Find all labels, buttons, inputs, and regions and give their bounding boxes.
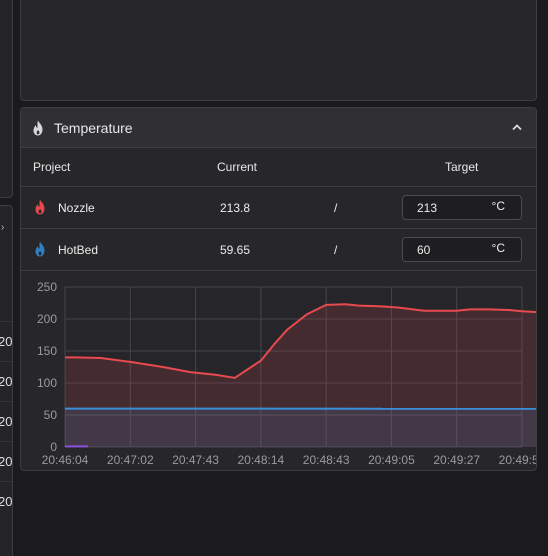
target-temperature-input[interactable]: [403, 238, 483, 261]
temperature-chart: 0 50 100 150 200 250 20:46:04 20:47:02 20:47:43 2…: [21, 273, 537, 470]
list-item: 20: [0, 481, 13, 521]
left-panel-top: [0, 0, 13, 198]
flame-icon: [35, 199, 45, 215]
list-item-label: 20: [0, 494, 13, 509]
x-tick-label: 20:49:27: [433, 453, 480, 467]
list-item: 20: [0, 321, 13, 361]
temperature-panel-header[interactable]: Temperature: [21, 108, 536, 148]
list-item-label: 20: [0, 454, 13, 469]
target-temperature-field[interactable]: °C: [402, 195, 522, 220]
nozzle-series-line: [65, 303, 536, 379]
nozzle-series-area: [65, 304, 536, 447]
x-tick-label: 20:49:52: [499, 453, 537, 467]
chevron-up-icon[interactable]: [510, 120, 524, 134]
column-target: Target: [445, 160, 479, 174]
table-row: Nozzle 213.8 / °C: [21, 187, 536, 229]
expand-arrow-icon[interactable]: ›: [1, 222, 5, 233]
separator: /: [334, 201, 338, 215]
list-item-label: 20: [0, 374, 13, 389]
current-temperature: 213.8: [220, 201, 251, 215]
flame-icon: [35, 241, 45, 257]
list-item: 20: [0, 441, 13, 481]
y-tick-label: 200: [37, 312, 57, 326]
x-tick-label: 20:49:05: [368, 453, 415, 467]
x-tick-label: 20:48:43: [303, 453, 350, 467]
list-item: 20: [0, 401, 13, 441]
table-header: Project Current Target: [21, 148, 536, 187]
hotbed-series-area: [65, 408, 536, 447]
heater-name: HotBed: [58, 243, 99, 257]
upper-panel: [20, 0, 537, 101]
list-item-label: 20: [0, 414, 13, 429]
current-temperature: 59.65: [220, 243, 251, 257]
target-temperature-input[interactable]: [403, 196, 483, 219]
heater-name: Nozzle: [58, 201, 95, 215]
unit-label: °C: [491, 241, 505, 255]
x-tick-label: 20:47:43: [172, 453, 219, 467]
list-item-label: 20: [0, 334, 13, 349]
separator: /: [334, 243, 338, 257]
unit-label: °C: [491, 199, 505, 213]
x-tick-label: 20:46:04: [42, 453, 89, 467]
table-row: HotBed 59.65 / °C: [21, 229, 536, 271]
y-tick-label: 100: [37, 376, 57, 390]
y-tick-label: 150: [37, 344, 57, 358]
list-item: 20: [0, 361, 13, 401]
panel-title: Temperature: [54, 119, 133, 136]
y-tick-label: 0: [50, 440, 57, 454]
y-tick-label: 250: [37, 280, 57, 294]
column-current: Current: [217, 160, 258, 174]
column-project: Project: [33, 160, 71, 174]
temperature-panel: Temperature Project Current Target Nozzl…: [20, 107, 537, 471]
chart-svg: 0 50 100 150 200 250 20:46:04 20:47:02 20:47:43 2…: [37, 280, 537, 467]
x-tick-label: 20:47:02: [107, 453, 154, 467]
plot-area: [65, 287, 522, 447]
y-tick-label: 50: [44, 408, 58, 422]
target-temperature-field[interactable]: °C: [402, 237, 522, 262]
left-panel-bottom: › 20 20 20 20 20: [0, 205, 13, 556]
flame-icon: [33, 120, 43, 135]
x-tick-label: 20:48:14: [237, 453, 284, 467]
